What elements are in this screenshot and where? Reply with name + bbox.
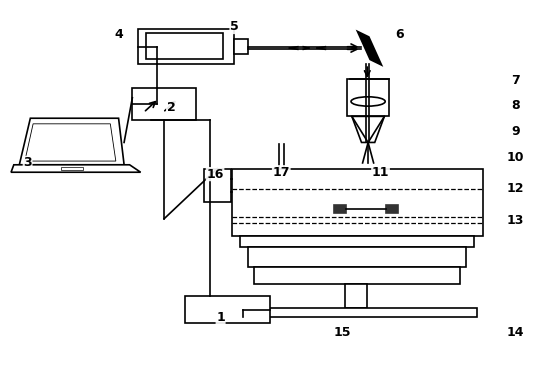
Bar	[133, 88, 196, 120]
Polygon shape	[25, 124, 116, 161]
Bar	[185, 296, 270, 323]
Text: 5: 5	[230, 20, 239, 34]
Text: 15: 15	[333, 326, 351, 339]
Text: 14: 14	[507, 326, 524, 339]
Polygon shape	[11, 165, 140, 172]
Text: 11: 11	[372, 166, 389, 179]
Bar	[345, 284, 367, 308]
Text: 10: 10	[507, 151, 524, 164]
Text: 8: 8	[511, 99, 520, 112]
Bar	[334, 205, 346, 213]
Bar	[237, 308, 477, 318]
Text: 12: 12	[507, 183, 524, 195]
Bar	[204, 169, 231, 202]
Text: 16: 16	[207, 167, 224, 181]
Text: 6: 6	[395, 28, 404, 41]
Text: 13: 13	[507, 214, 524, 227]
Bar	[61, 167, 83, 170]
Text: 9: 9	[511, 125, 520, 138]
Bar	[248, 247, 466, 267]
Bar	[232, 169, 482, 235]
Bar	[146, 33, 223, 59]
Text: 7: 7	[511, 74, 520, 87]
Text: 17: 17	[272, 166, 290, 179]
Text: 4: 4	[114, 28, 123, 41]
Bar	[348, 79, 389, 116]
Bar	[253, 267, 461, 284]
Polygon shape	[356, 29, 383, 67]
Bar	[138, 29, 234, 64]
Polygon shape	[19, 118, 124, 165]
Bar	[240, 236, 474, 247]
Text: 1: 1	[216, 311, 225, 324]
Bar	[234, 39, 248, 54]
Bar	[386, 205, 398, 213]
Text: 2: 2	[167, 101, 175, 113]
Polygon shape	[352, 116, 384, 143]
Ellipse shape	[351, 97, 385, 106]
Text: 3: 3	[23, 156, 32, 169]
